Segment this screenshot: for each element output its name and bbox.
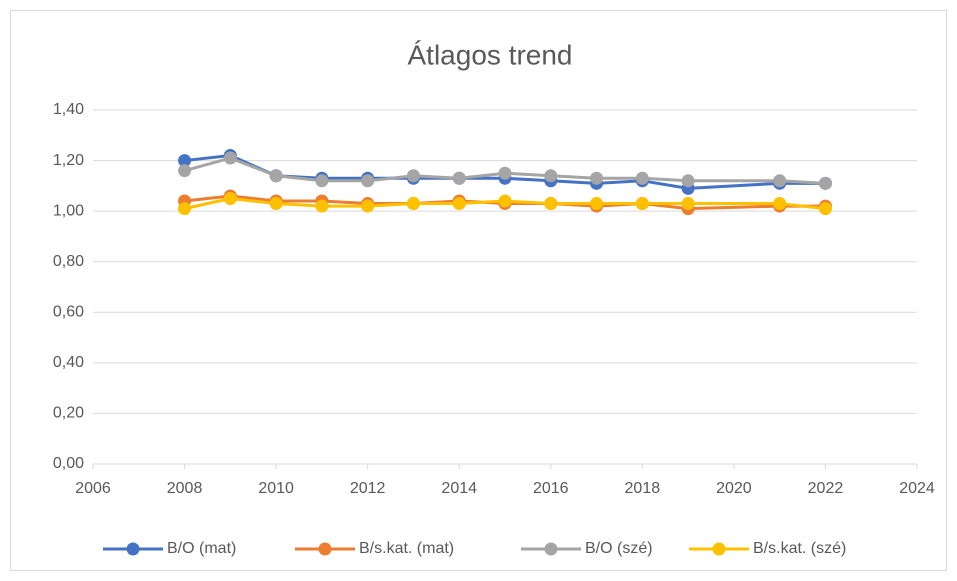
marker	[178, 154, 192, 168]
marker	[818, 202, 832, 216]
series-line	[184, 197, 826, 211]
x-tick-label: 2022	[808, 480, 844, 497]
y-tick-label: 0,60	[53, 304, 84, 321]
y-tick-label: 1,40	[53, 101, 84, 118]
marker	[544, 197, 558, 211]
marker	[681, 174, 695, 188]
marker	[635, 171, 649, 185]
marker	[178, 202, 192, 216]
y-tick-label: 0,20	[53, 405, 84, 422]
marker	[361, 174, 375, 188]
marker	[269, 197, 283, 211]
marker	[773, 197, 787, 211]
marker	[681, 197, 695, 211]
y-tick-label: 1,20	[53, 152, 84, 169]
legend-marker	[544, 542, 558, 556]
series-line	[184, 156, 826, 185]
marker	[406, 197, 420, 211]
marker	[406, 169, 420, 183]
legend-marker	[712, 542, 726, 556]
x-tick-label: 2010	[258, 480, 294, 497]
marker	[223, 151, 237, 165]
marker	[452, 197, 466, 211]
marker	[498, 166, 512, 180]
legend-label: B/O (mat)	[167, 540, 236, 557]
x-tick-label: 2018	[625, 480, 661, 497]
marker	[178, 164, 192, 178]
x-tick-label: 2020	[716, 480, 752, 497]
marker	[315, 199, 329, 213]
x-tick-label: 2012	[350, 480, 386, 497]
marker	[590, 197, 604, 211]
marker	[818, 176, 832, 190]
y-tick-label: 0,00	[53, 455, 84, 472]
legend-marker	[126, 542, 140, 556]
y-tick-label: 0,40	[53, 354, 84, 371]
x-tick-label: 2008	[167, 480, 203, 497]
legend-label: B/s.kat. (szé)	[753, 540, 846, 557]
x-tick-label: 2006	[75, 480, 111, 497]
x-tick-label: 2024	[899, 480, 935, 497]
legend-label: B/s.kat. (mat)	[359, 540, 454, 557]
marker	[452, 171, 466, 185]
marker	[315, 174, 329, 188]
y-tick-label: 0,80	[53, 253, 84, 270]
chart-title: Átlagos trend	[408, 39, 573, 70]
marker	[498, 194, 512, 208]
x-tick-label: 2016	[533, 480, 569, 497]
marker	[635, 197, 649, 211]
legend-label: B/O (szé)	[585, 540, 653, 557]
marker	[590, 171, 604, 185]
marker	[773, 174, 787, 188]
marker	[544, 169, 558, 183]
marker	[361, 199, 375, 213]
marker	[269, 169, 283, 183]
marker	[223, 192, 237, 205]
x-tick-label: 2014	[441, 480, 477, 497]
chart-border	[10, 10, 947, 571]
y-tick-label: 1,00	[53, 202, 84, 219]
legend-marker	[318, 542, 332, 556]
